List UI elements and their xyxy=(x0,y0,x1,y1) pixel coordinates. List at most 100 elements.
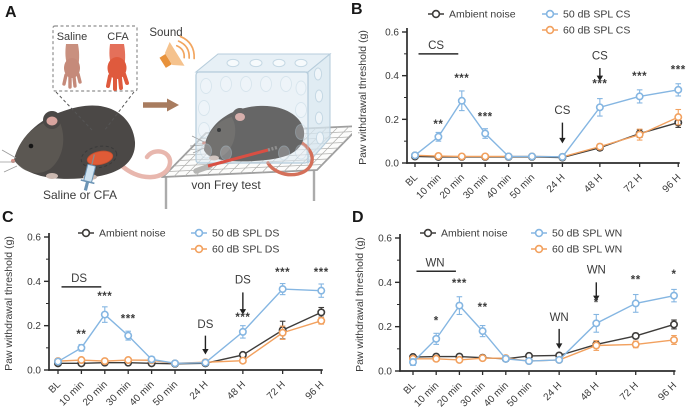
stim-annotations-B: CS CS CS xyxy=(418,40,608,144)
arrow-icon xyxy=(143,98,179,112)
svg-text:24 H: 24 H xyxy=(188,379,211,402)
paw-cfa-icon xyxy=(106,44,129,91)
svg-text:***: *** xyxy=(121,313,136,325)
svg-text:0.0: 0.0 xyxy=(27,366,41,377)
speaker-icon xyxy=(159,35,196,68)
series-ambient-noise xyxy=(53,306,326,368)
svg-text:50 min: 50 min xyxy=(151,379,180,408)
panel-b-letter: B xyxy=(351,1,363,18)
svg-text:CS: CS xyxy=(554,105,570,117)
significance-annotations-C: ******** ****** *** xyxy=(76,267,328,341)
legend-D: Ambient noise 50 dB SPL WN 60 dB SPL WN xyxy=(420,228,622,256)
svg-text:Ambient noise: Ambient noise xyxy=(449,9,516,21)
svg-text:WN: WN xyxy=(425,257,444,269)
svg-text:20 min: 20 min xyxy=(436,380,465,409)
svg-text:24 H: 24 H xyxy=(542,380,565,403)
svg-text:30 min: 30 min xyxy=(461,172,490,201)
panel-d-chart: 0.0 0.2 0.4 0.6 Paw withdrawal threshold (g)… xyxy=(354,228,679,410)
svg-text:BL: BL xyxy=(402,380,419,397)
svg-text:Paw withdrawal threshold (g): Paw withdrawal threshold (g) xyxy=(3,236,15,371)
svg-text:***: *** xyxy=(275,267,290,279)
panel-d: D 0.0 0.2 0.4 0.6 Paw withdrawal threshold (… xyxy=(350,205,700,417)
injection-caption: Saline or CFA xyxy=(43,188,117,202)
svg-text:0.4: 0.4 xyxy=(385,71,399,82)
svg-text:96 H: 96 H xyxy=(304,379,327,402)
svg-text:0.6: 0.6 xyxy=(385,28,399,39)
svg-text:0.6: 0.6 xyxy=(27,233,41,244)
series-60-db-spl-ds xyxy=(53,316,326,368)
mouse-icon xyxy=(0,105,173,180)
significance-annotations-D: ****** *** * xyxy=(434,269,676,328)
svg-text:20 min: 20 min xyxy=(438,172,467,201)
svg-text:50 dB SPL WN: 50 dB SPL WN xyxy=(552,228,622,240)
inset-connector-lines xyxy=(55,91,135,132)
svg-text:***: *** xyxy=(671,64,686,76)
svg-text:Paw withdrawal threshold (g): Paw withdrawal threshold (g) xyxy=(354,237,366,372)
von-frey-filament-icon xyxy=(193,145,278,174)
svg-text:50 min: 50 min xyxy=(505,380,534,409)
svg-text:60 dB SPL WN: 60 dB SPL WN xyxy=(552,244,622,256)
svg-text:***: *** xyxy=(452,278,467,290)
svg-text:30 min: 30 min xyxy=(104,379,133,408)
svg-text:WN: WN xyxy=(550,312,569,324)
svg-text:10 min: 10 min xyxy=(58,379,87,408)
svg-text:72 H: 72 H xyxy=(265,379,288,402)
panel-a: A xyxy=(0,0,352,210)
svg-text:**: ** xyxy=(478,302,488,314)
svg-text:40 min: 40 min xyxy=(128,379,157,408)
svg-text:50 min: 50 min xyxy=(508,172,537,201)
svg-text:Paw withdrawal threshold (g): Paw withdrawal threshold (g) xyxy=(357,30,369,165)
legend-B: Ambient noise 50 dB SPL CS 60 dB SPL CS xyxy=(428,9,630,37)
svg-text:50 dB SPL DS: 50 dB SPL DS xyxy=(212,228,279,240)
svg-text:96 H: 96 H xyxy=(661,172,684,195)
svg-text:30 min: 30 min xyxy=(459,380,488,409)
stim-annotations-D: WN WN WN xyxy=(416,257,606,349)
sound-label: Sound xyxy=(149,27,182,39)
svg-text:48 H: 48 H xyxy=(582,172,605,195)
cfa-label: CFA xyxy=(107,31,129,43)
axes-B: 0.0 0.2 0.4 0.6 Paw withdrawal threshold (g)… xyxy=(357,28,683,202)
svg-text:40 min: 40 min xyxy=(485,172,514,201)
axes-C: 0.0 0.2 0.4 0.6 Paw withdrawal threshold (g)… xyxy=(3,233,326,409)
svg-text:WN: WN xyxy=(587,264,606,276)
svg-text:24 H: 24 H xyxy=(545,172,568,195)
paw-saline-icon xyxy=(62,44,82,89)
svg-text:BL: BL xyxy=(47,379,64,396)
svg-text:60 dB SPL CS: 60 dB SPL CS xyxy=(563,25,630,37)
svg-text:10 min: 10 min xyxy=(412,380,441,409)
panel-b: B 0.0 0.2 0.4 0.6 Paw withdrawal threshold (… xyxy=(351,0,700,207)
svg-text:*: * xyxy=(434,315,439,327)
svg-text:***: *** xyxy=(314,267,329,279)
von-frey-caption: von Frey test xyxy=(191,178,261,192)
panel-c-letter: C xyxy=(2,209,14,226)
legend-C: Ambient noise 50 dB SPL DS 60 dB SPL DS xyxy=(78,228,279,256)
svg-text:DS: DS xyxy=(197,319,213,331)
svg-text:**: ** xyxy=(76,329,86,341)
svg-text:0.4: 0.4 xyxy=(27,277,41,288)
series-ambient-noise xyxy=(410,117,683,162)
svg-text:72 H: 72 H xyxy=(622,172,645,195)
series-50-db-spl-ds xyxy=(53,283,326,368)
panel-c: C 0.0 0.2 0.4 0.6 Paw withdrawal threshold (… xyxy=(0,205,352,417)
svg-text:0.4: 0.4 xyxy=(378,278,392,289)
svg-text:48 H: 48 H xyxy=(579,380,602,403)
panel-a-illustration: Saline CFA Sound xyxy=(0,25,352,209)
stim-annotations-C: DS DS DS xyxy=(61,273,251,355)
svg-text:0.2: 0.2 xyxy=(385,115,399,126)
series-50-db-spl-wn xyxy=(408,288,678,367)
svg-text:***: *** xyxy=(592,79,607,91)
panel-a-letter: A xyxy=(5,4,17,21)
significance-annotations-B: ***************** xyxy=(433,64,685,131)
svg-text:**: ** xyxy=(433,119,443,131)
chamber-front-icon xyxy=(195,71,309,164)
svg-text:DS: DS xyxy=(235,275,251,287)
svg-text:CS: CS xyxy=(592,50,608,62)
panel-c-chart: 0.0 0.2 0.4 0.6 Paw withdrawal threshold (g)… xyxy=(3,228,328,409)
svg-text:20 min: 20 min xyxy=(81,379,110,408)
svg-text:50 dB SPL CS: 50 dB SPL CS xyxy=(563,9,630,21)
svg-text:0.0: 0.0 xyxy=(378,367,392,378)
svg-text:0.2: 0.2 xyxy=(27,321,41,332)
svg-text:Ambient noise: Ambient noise xyxy=(99,228,166,240)
svg-text:***: *** xyxy=(235,312,250,324)
